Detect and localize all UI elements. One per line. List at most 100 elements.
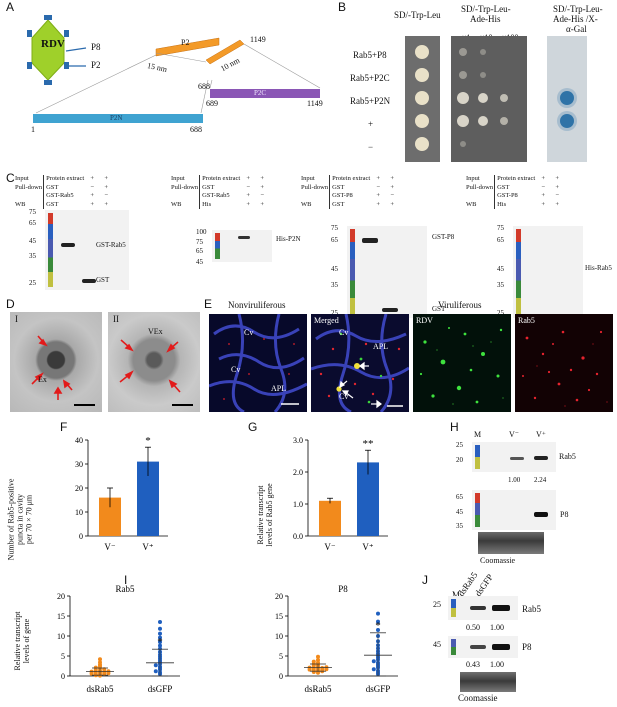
blot3-marker-35: 35 <box>331 281 338 289</box>
sub-ii-label: II <box>113 314 119 324</box>
viruliferous-label: Viruliferous <box>438 300 482 310</box>
confocal-rab5: Rab5 <box>515 314 613 412</box>
apl-label-2: APL <box>373 342 389 351</box>
blot4-marker-75: 75 <box>497 224 504 232</box>
aa-1149-right: 1149 <box>307 99 323 108</box>
i-rab5-xtick-label: dsRab5 <box>87 684 115 694</box>
vex-label: VEx <box>148 327 163 336</box>
i-p8-point-1 <box>376 611 380 616</box>
blot2-band-his-p2n: His-P2N <box>276 235 301 243</box>
g-bar-0 <box>319 500 341 536</box>
i-p8-point-0 <box>316 658 320 662</box>
i-rab5-point-1 <box>158 620 162 624</box>
h-marker-25: 25 <box>456 441 463 449</box>
cv-label-1: Cv <box>244 328 254 337</box>
i-p8-xtick-label: dsGFP <box>366 684 391 694</box>
blot1-marker-25: 25 <box>29 279 36 287</box>
j-lane-m: M <box>452 590 461 600</box>
p2c-bar <box>210 89 320 98</box>
h-p8-blot <box>472 490 556 530</box>
blot3-marker-75: 75 <box>331 224 338 232</box>
i-p8-ytick-label: 0 <box>279 672 283 681</box>
j-p8-label: P8 <box>522 642 532 652</box>
i-p8-ytick-label: 5 <box>279 652 283 661</box>
blot4-marker-65: 65 <box>497 236 504 244</box>
f-ytick-label: 10 <box>75 508 83 517</box>
panel-a-label: A <box>6 0 15 14</box>
f-xtick-label: V⁻ <box>104 542 115 552</box>
panel-d-label: D <box>6 297 15 311</box>
j-marker-25: 25 <box>433 600 441 609</box>
g-xtick-label: V⁻ <box>324 542 335 552</box>
f-xtick-label: V⁺ <box>142 542 153 552</box>
blot4-marker-25: 25 <box>497 309 504 317</box>
i-rab5-point-1 <box>153 663 158 668</box>
apl-label-1: APL <box>271 384 287 393</box>
i-rab5-ytick-label: 15 <box>57 612 65 621</box>
blot2-marker-75: 75 <box>196 238 203 246</box>
h-marker-65: 65 <box>456 493 463 501</box>
blot3-band-gst: GST <box>432 305 446 313</box>
panel-f-ylabel-l3: per 70 × 70 μm <box>24 494 34 545</box>
col-qdo-l1: SD/-Trp-Leu- <box>461 4 511 14</box>
panel-g-label: G <box>248 420 258 434</box>
tem2-arrows <box>119 339 193 406</box>
i-rab5-point-1 <box>158 640 162 644</box>
j-rab5-label: Rab5 <box>522 604 541 614</box>
i-p8-point-1 <box>371 659 376 664</box>
panel-a-diagram <box>27 15 321 123</box>
f-ytick-label: 20 <box>75 484 83 493</box>
col-xgal-l1: SD/-Trp-Leu- <box>553 4 603 14</box>
g-ytick-label: 3.0 <box>293 436 303 445</box>
confocal-rdv: RDV <box>413 314 511 412</box>
row-rab5-p8: Rab5+P8 <box>353 50 387 60</box>
row-negative: − <box>368 142 374 152</box>
g-ytick-label: 0.0 <box>293 532 303 541</box>
blot3-membrane <box>347 226 427 318</box>
i-p8-point-1 <box>376 619 380 624</box>
h-quant-2: 2.24 <box>534 476 547 484</box>
panel-g-ylabel-l1: Relative transcript <box>256 485 265 545</box>
f-ytick-label: 0 <box>79 532 83 541</box>
rdv-label: RDV <box>41 38 65 50</box>
i-rab5-xtick-label: dsGFP <box>148 684 173 694</box>
confocal-merged: Merged Cv APL Cv <box>311 314 409 412</box>
h-rab5-label: Rab5 <box>559 452 576 461</box>
i-rab5-point-1 <box>158 646 162 651</box>
g-ytick-label: 2.0 <box>293 468 303 477</box>
f-ytick-label: 40 <box>75 436 83 445</box>
cv-label-2: Cv <box>231 365 241 374</box>
j-coomassie-gel <box>460 672 516 692</box>
col-qdo-l2: Ade-His <box>470 14 501 24</box>
i-rab5-ytick-label: 10 <box>57 632 65 641</box>
i-rab5-point-1 <box>158 643 162 648</box>
h-lane-m: M <box>474 430 482 439</box>
j-quant-rab5-1: 0.50 <box>466 623 480 632</box>
row-positive: + <box>368 119 374 129</box>
aa-1: 1 <box>31 125 35 134</box>
h-rab5-blot <box>472 442 556 472</box>
blot4-marker-45: 45 <box>497 265 504 273</box>
i-p8-point-1 <box>371 667 376 672</box>
col-xgal-l3: α-Gal <box>566 24 587 34</box>
aa-1149-top: 1149 <box>250 35 266 44</box>
h-p8-label: P8 <box>560 510 569 519</box>
blot1-marker-35: 35 <box>29 252 36 260</box>
tem-image-1: Ex I <box>10 312 102 412</box>
aa-688-mid: 688 <box>198 82 210 91</box>
i-rab5-ytick-label: 0 <box>61 672 65 681</box>
panel-f-ylabel-l1: Number of Rab5-positive <box>6 478 16 561</box>
blot3-marker-45: 45 <box>331 265 338 273</box>
i-rab5-significance: * <box>157 636 163 648</box>
h-coomassie-gel <box>478 532 544 554</box>
cv-label-4: Cv <box>339 392 349 401</box>
j-marker-45: 45 <box>433 640 441 649</box>
i-rab5-point-1 <box>158 635 162 640</box>
panel-i-ylabel: Relative transcript levels of gene <box>13 612 31 671</box>
panel-b-label: B <box>338 0 347 14</box>
panel-i-label: I <box>124 573 128 587</box>
col-xgal-l2: Ade-His /X- <box>553 14 598 24</box>
p8-label: P8 <box>91 42 101 52</box>
blot1-marker-65: 65 <box>29 219 36 227</box>
rdv-channel-label: RDV <box>416 316 433 325</box>
